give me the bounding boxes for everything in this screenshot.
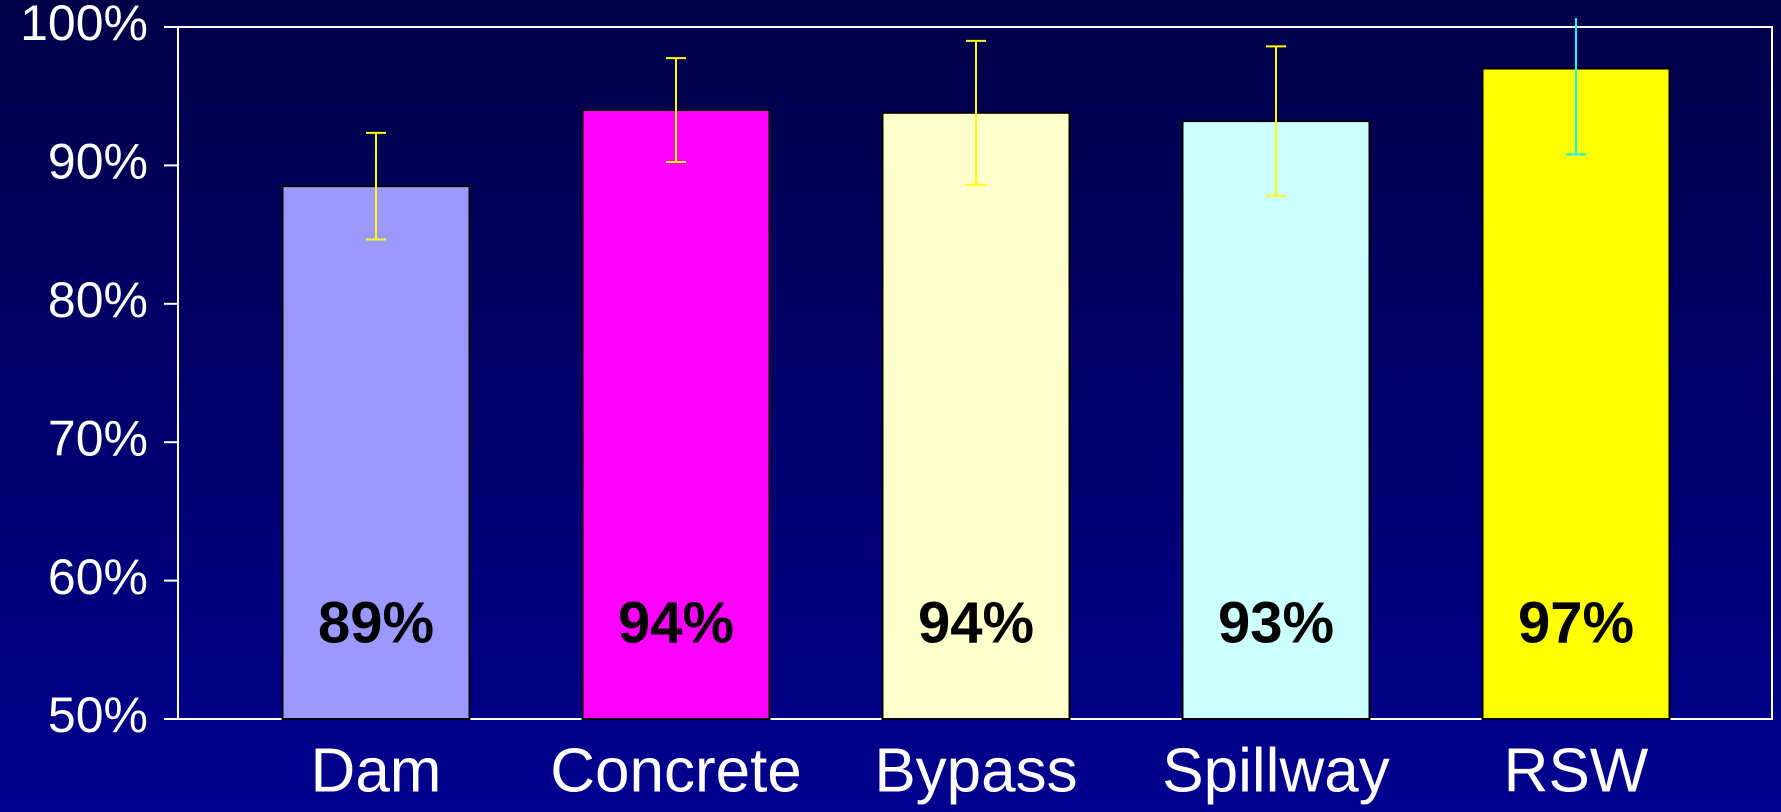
x-tick-label: Concrete	[550, 736, 802, 805]
value-label: 94%	[618, 590, 734, 655]
bar	[581, 109, 771, 721]
value-label: 93%	[1218, 590, 1334, 655]
bar	[281, 185, 471, 721]
x-tick-label: Dam	[311, 736, 442, 805]
error-bar	[1566, 18, 1586, 156]
error-bar	[966, 39, 986, 186]
x-tick-label: Spillway	[1162, 736, 1389, 805]
value-label: 94%	[918, 590, 1034, 655]
bar	[1481, 67, 1671, 720]
y-tick-label: 90%	[48, 134, 148, 190]
bar	[1181, 120, 1371, 720]
y-tick-label: 100%	[20, 0, 148, 51]
y-tick-label: 60%	[48, 549, 148, 605]
value-label: 89%	[318, 590, 434, 655]
error-bar	[366, 131, 386, 241]
x-tick-label: RSW	[1504, 736, 1649, 805]
error-bar	[1266, 45, 1286, 197]
value-label: 97%	[1518, 590, 1634, 655]
y-tick-label: 50%	[48, 687, 148, 743]
error-bar	[666, 57, 686, 163]
y-tick-label: 70%	[48, 410, 148, 466]
x-tick-label: Bypass	[874, 736, 1077, 805]
y-tick-label: 80%	[48, 272, 148, 328]
